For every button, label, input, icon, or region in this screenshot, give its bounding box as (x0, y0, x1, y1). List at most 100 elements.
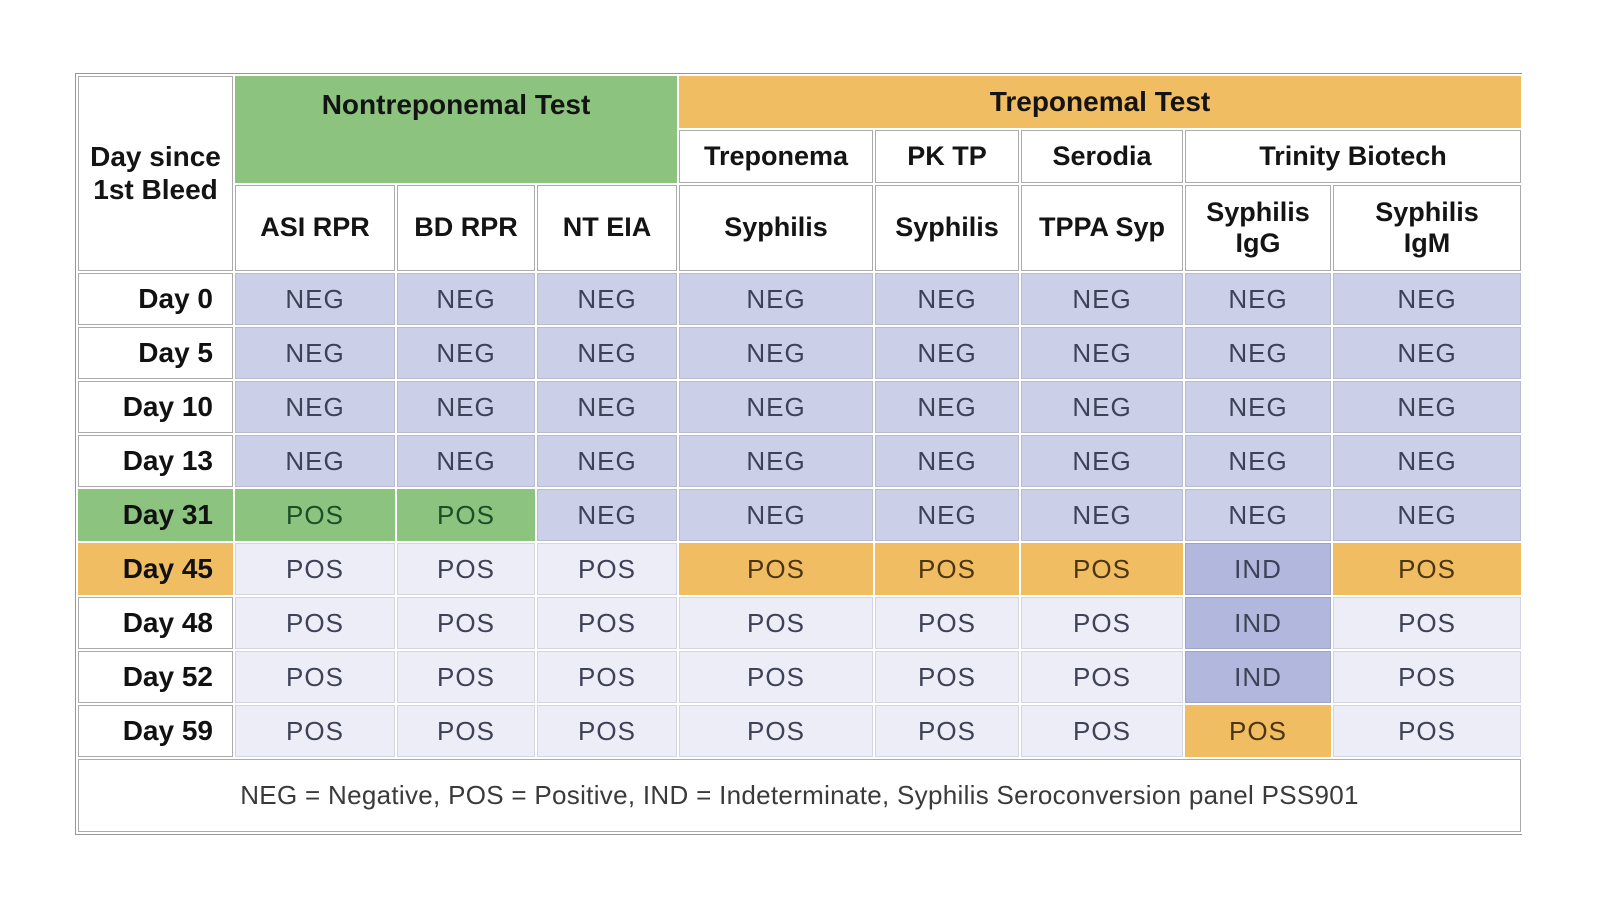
test-header-nt-eia: NT EIA (534, 183, 680, 273)
result-cell: NEG (1019, 325, 1186, 381)
day-label: Day 48 (76, 595, 235, 651)
group-header-treponemal: Treponemal Test (677, 74, 1524, 130)
result-cell: NEG (1019, 487, 1186, 543)
test-header-bd-rpr: BD RPR (395, 183, 537, 273)
table-row: Day 10 NEG NEG NEG NEG NEG NEG NEG NEG (76, 379, 1524, 435)
test-header-asi-rpr: ASI RPR (233, 183, 397, 273)
table-row: Day 0 NEG NEG NEG NEG NEG NEG NEG NEG (76, 271, 1524, 327)
test-header-syphilis-igm: Syphilis IgM (1331, 183, 1524, 273)
result-cell: NEG (1019, 433, 1186, 489)
result-cell: NEG (873, 433, 1022, 489)
result-cell: NEG (233, 379, 397, 435)
result-cell: POS (677, 649, 876, 705)
result-cell: POS (677, 595, 876, 651)
vendor-header-pk-tp: PK TP (873, 128, 1022, 185)
result-cell: NEG (873, 487, 1022, 543)
result-cell: POS (1019, 649, 1186, 705)
result-cell: NEG (534, 433, 680, 489)
result-cell: NEG (677, 487, 876, 543)
result-cell: POS (873, 649, 1022, 705)
group-header-row: Day since 1st Bleed Nontreponemal Test T… (76, 74, 1524, 273)
legend-row: NEG = Negative, POS = Positive, IND = In… (75, 757, 1524, 834)
result-cell: POS (395, 703, 537, 759)
day-label: Day 13 (76, 433, 235, 489)
table-row: Day 59 POS POS POS POS POS POS POS POS (76, 703, 1524, 759)
result-cell: NEG (534, 271, 680, 327)
day-label: Day 10 (76, 379, 235, 435)
result-cell: POS (1019, 595, 1186, 651)
result-cell: NEG (1183, 379, 1334, 435)
result-cell: POS (534, 541, 680, 597)
result-cell: NEG (1331, 379, 1524, 435)
result-cell: POS (1331, 541, 1524, 597)
result-cell: NEG (395, 325, 537, 381)
result-cell: NEG (677, 325, 876, 381)
day-label: Day 31 (76, 487, 235, 543)
result-cell: POS (395, 595, 537, 651)
result-cell: NEG (1019, 379, 1186, 435)
result-cell: NEG (395, 433, 537, 489)
result-cell: NEG (677, 433, 876, 489)
day-label: Day 59 (76, 703, 235, 759)
result-cell: NEG (677, 379, 876, 435)
result-cell: POS (233, 541, 397, 597)
table-row: Day 5 NEG NEG NEG NEG NEG NEG NEG NEG (76, 325, 1524, 381)
vendor-header-row: Treponema PK TP Serodia Trinity Biotech (77, 128, 1524, 185)
result-cell: IND (1183, 595, 1334, 651)
result-cell: POS (233, 649, 397, 705)
result-cell: POS (1019, 703, 1186, 759)
vendor-header-serodia: Serodia (1019, 128, 1186, 185)
table-row: Day 31 POS POS NEG NEG NEG NEG NEG NEG (76, 487, 1524, 543)
result-cell: NEG (1331, 325, 1524, 381)
vendor-header-trinity-biotech: Trinity Biotech (1183, 128, 1524, 185)
result-cell: IND (1183, 541, 1334, 597)
result-cell: POS (534, 649, 680, 705)
table-row: Day 48 POS POS POS POS POS POS IND POS (76, 595, 1524, 651)
result-cell: POS (1183, 703, 1334, 759)
result-cell: POS (233, 595, 397, 651)
table-row: Day 52 POS POS POS POS POS POS IND POS (76, 649, 1524, 705)
day-label: Day 52 (76, 649, 235, 705)
result-cell: POS (395, 541, 537, 597)
result-cell: POS (395, 649, 537, 705)
result-cell: POS (677, 703, 876, 759)
test-header-row: ASI RPR BD RPR NT EIA Syphilis Syphilis … (77, 183, 1524, 273)
test-header-pktp-syphilis: Syphilis (873, 183, 1022, 273)
result-cell: NEG (395, 379, 537, 435)
result-cell: NEG (534, 379, 680, 435)
seroconversion-table: Day since 1st Bleed Nontreponemal Test T… (75, 73, 1524, 835)
result-cell: POS (233, 703, 397, 759)
result-cell: NEG (1183, 271, 1334, 327)
result-cell: NEG (534, 487, 680, 543)
result-cell: POS (1331, 649, 1524, 705)
result-cell: NEG (534, 325, 680, 381)
result-cell: POS (534, 595, 680, 651)
day-label: Day 45 (76, 541, 235, 597)
result-cell: IND (1183, 649, 1334, 705)
result-cell: NEG (233, 433, 397, 489)
result-cell: NEG (873, 325, 1022, 381)
result-cell: NEG (1183, 487, 1334, 543)
result-cell: POS (233, 487, 397, 543)
result-cell: POS (1331, 703, 1524, 759)
result-cell: POS (395, 487, 537, 543)
results-table: Day since 1st Bleed Nontreponemal Test T… (75, 74, 1524, 834)
result-cell: NEG (1331, 487, 1524, 543)
table-row: Day 13 NEG NEG NEG NEG NEG NEG NEG NEG (76, 433, 1524, 489)
result-cell: NEG (233, 271, 397, 327)
result-cell: NEG (873, 379, 1022, 435)
group-header-nontreponemal: Nontreponemal Test (232, 74, 680, 185)
result-cell: NEG (395, 271, 537, 327)
day-label: Day 0 (76, 271, 235, 327)
result-cell: NEG (233, 325, 397, 381)
legend-text: NEG = Negative, POS = Positive, IND = In… (75, 757, 1524, 834)
result-cell: POS (534, 703, 680, 759)
corner-header-day-since-1st-bleed: Day since 1st Bleed (76, 74, 235, 273)
result-cell: POS (1331, 595, 1524, 651)
test-header-tppa-syp: TPPA Syp (1019, 183, 1186, 273)
result-cell: NEG (1019, 271, 1186, 327)
result-cell: NEG (1183, 325, 1334, 381)
result-cell: NEG (1331, 433, 1524, 489)
result-cell: POS (1019, 541, 1186, 597)
results-body: Day 0 NEG NEG NEG NEG NEG NEG NEG NEG Day 5 NEG NEG… (76, 271, 1524, 759)
